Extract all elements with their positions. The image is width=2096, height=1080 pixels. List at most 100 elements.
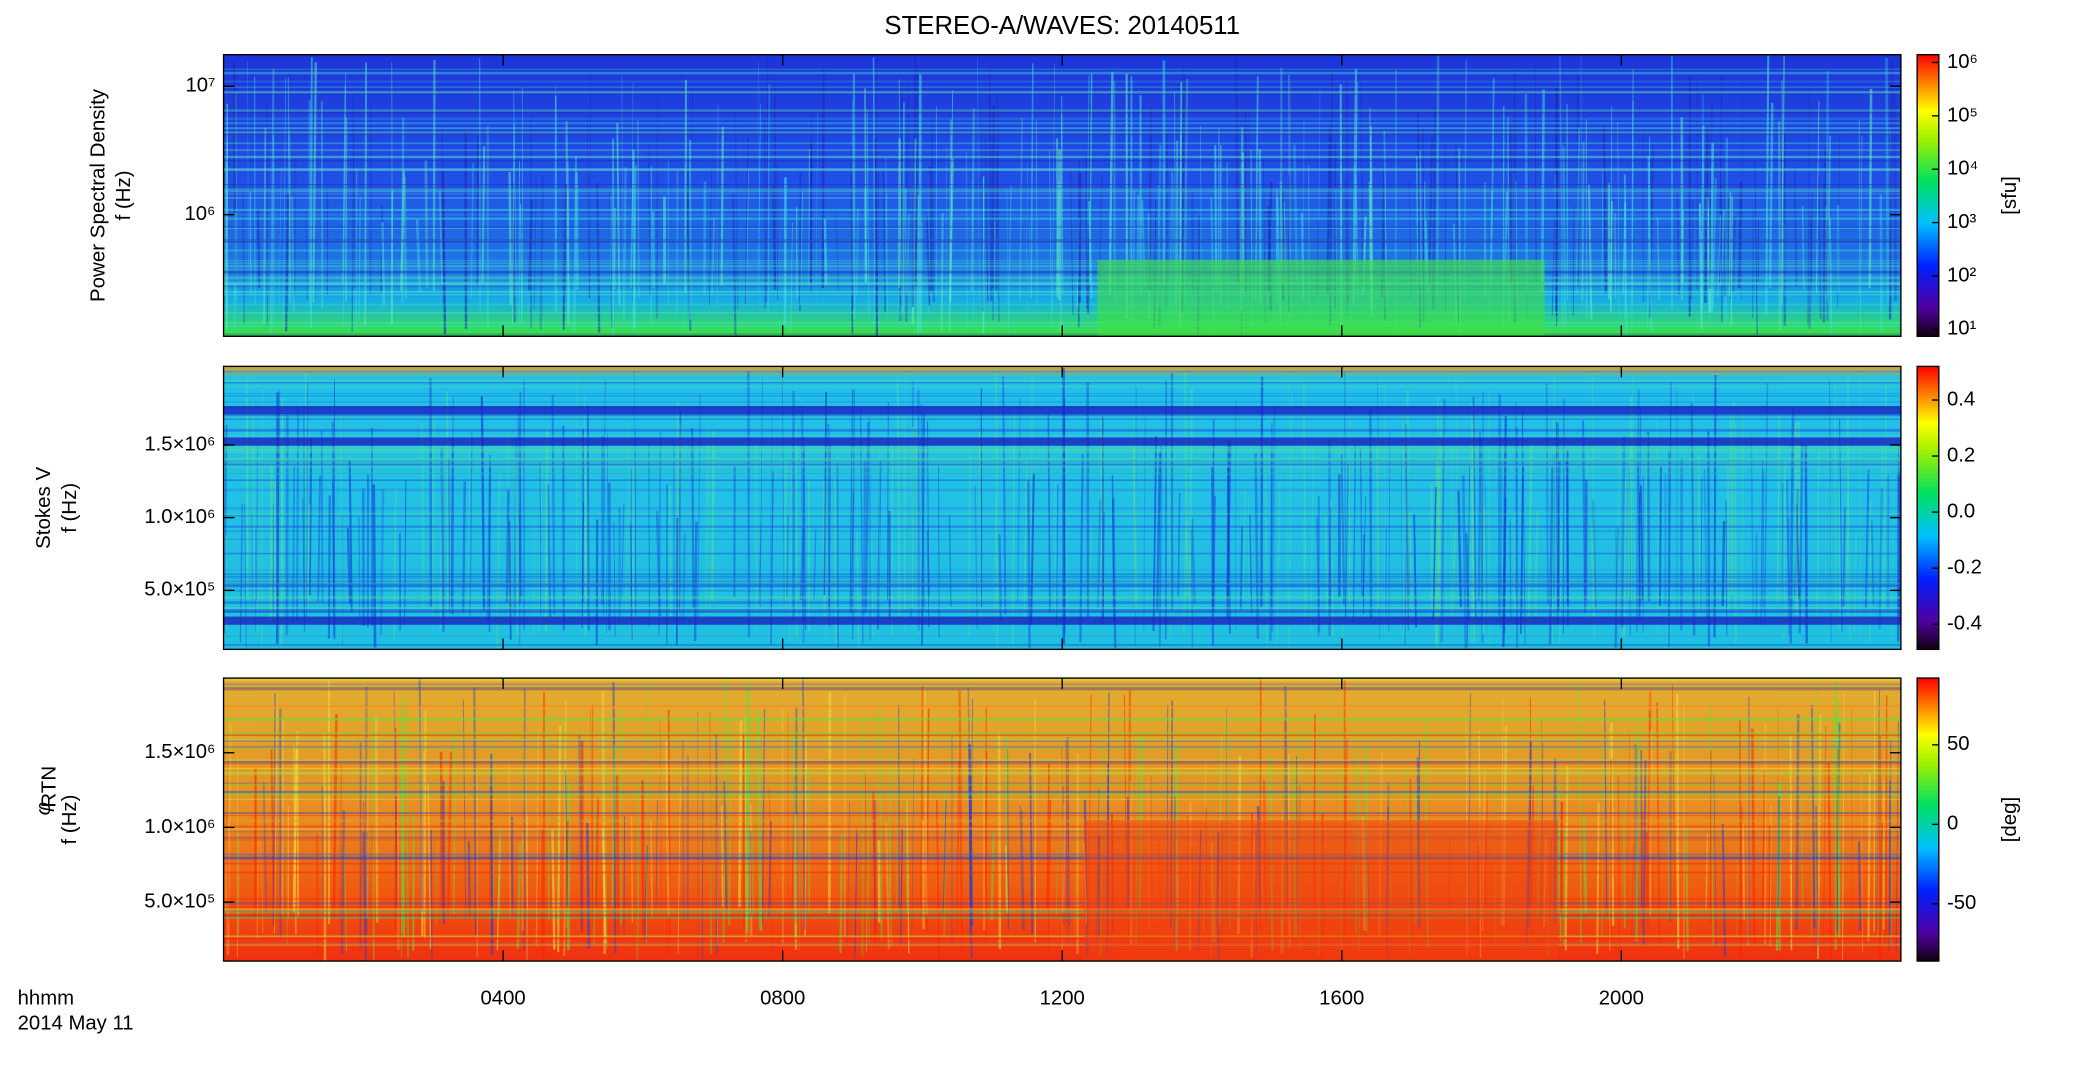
- spectrogram-texture: [1211, 495, 1217, 611]
- spectrogram-texture: [1737, 181, 1743, 289]
- spectrogram-texture: [747, 678, 751, 935]
- spectrogram-texture: [1558, 825, 1562, 942]
- spectrogram-texture: [995, 368, 999, 649]
- spectrogram-texture: [535, 730, 540, 947]
- spectrogram-texture: [1815, 806, 1819, 947]
- spectrogram-texture: [896, 378, 901, 617]
- y-tick-label: 10⁷: [185, 75, 215, 97]
- spectrogram-texture: [1649, 729, 1653, 916]
- spectrogram-texture: [1562, 145, 1567, 330]
- spectrogram-texture: [770, 471, 774, 645]
- spectrogram-texture: [1435, 465, 1441, 647]
- spectrogram-texture: [1640, 749, 1643, 911]
- spectrogram-texture: [593, 804, 596, 945]
- spectrogram-texture: [632, 149, 636, 329]
- spectrogram-texture: [631, 465, 635, 641]
- spectrogram-texture: [898, 160, 904, 321]
- spectrogram-texture: [583, 394, 588, 599]
- spectrogram-texture: [711, 430, 715, 602]
- spectrogram-texture: [1555, 422, 1560, 611]
- spectrogram-texture: [563, 819, 569, 910]
- spectrogram-texture: [1853, 531, 1858, 630]
- spectrogram-texture: [1685, 827, 1689, 952]
- spectrogram-texture: [1604, 700, 1608, 916]
- spectrogram-texture: [708, 785, 713, 955]
- chart-title: STEREO-A/WAVES: 20140511: [884, 12, 1240, 40]
- spectrogram-texture: [363, 801, 366, 961]
- spectrogram-texture: [923, 687, 928, 916]
- spectrogram-texture: [911, 758, 915, 932]
- spectrogram-texture: [435, 760, 440, 926]
- spectrogram-texture: [1503, 497, 1507, 634]
- colorbar-label: [deg]: [1999, 797, 2021, 843]
- spectrogram-texture: [938, 465, 940, 638]
- spectrogram-texture: [1302, 381, 1307, 618]
- spectrogram-texture: [1656, 217, 1660, 301]
- spectrogram-texture: [804, 736, 807, 936]
- spectrogram-texture: [1864, 470, 1870, 609]
- spectrogram-texture: [1079, 453, 1084, 643]
- spectrogram-texture: [333, 379, 336, 607]
- spectrogram-texture: [1096, 499, 1102, 608]
- x-tick-label: 1600: [1319, 988, 1364, 1010]
- spectrogram-texture: [750, 721, 755, 917]
- spectrogram-texture: [802, 448, 806, 643]
- spectrogram-texture: [1111, 475, 1115, 622]
- spectrogram-texture: [855, 208, 859, 296]
- spectrogram-texture: [320, 430, 324, 603]
- spectrogram-texture: [967, 449, 972, 637]
- spectrogram-texture: [1628, 395, 1632, 597]
- spectrogram-texture: [768, 789, 773, 951]
- spectrogram-texture: [1642, 129, 1645, 302]
- spectrogram-texture: [1051, 64, 1056, 313]
- colorbar-tick-label: -0.2: [1947, 556, 1982, 578]
- spectrogram-texture: [1056, 484, 1059, 627]
- spectrogram-texture: [955, 761, 961, 938]
- spectrogram-texture: [1582, 813, 1588, 914]
- spectrogram-texture: [567, 781, 571, 951]
- spectrogram-texture: [813, 529, 817, 600]
- spectrogram-texture: [589, 76, 591, 299]
- colorbar-label: [sfu]: [1999, 176, 2021, 215]
- spectrogram-texture: [1883, 385, 1887, 613]
- spectrogram-texture: [850, 147, 855, 310]
- spectrogram-texture: [888, 815, 893, 947]
- spectrogram-texture: [1428, 137, 1434, 284]
- spectrogram-texture: [1728, 192, 1732, 297]
- spectrogram-texture: [854, 827, 858, 953]
- spectrogram-texture: [1602, 126, 1608, 294]
- y-axis-label-subscript: RTN: [39, 766, 61, 808]
- spectrogram-texture: [1690, 200, 1694, 300]
- spectrogram-texture: [1101, 416, 1105, 619]
- spectrogram-texture: [1867, 772, 1871, 941]
- spectrogram-texture: [691, 427, 695, 609]
- spectrogram-texture: [312, 62, 317, 302]
- spectrogram-texture: [994, 146, 999, 291]
- spectrogram-texture: [1451, 529, 1457, 616]
- spectrogram-texture: [905, 83, 910, 322]
- spectrogram: [223, 678, 1901, 962]
- spectrogram-texture: [898, 704, 900, 910]
- spectrogram-texture: [1620, 436, 1626, 628]
- spectrogram-texture: [1659, 466, 1662, 606]
- spectrogram-texture: [404, 692, 410, 958]
- spectrogram-texture: [757, 103, 762, 292]
- spectrogram-texture: [1065, 739, 1069, 942]
- spectrogram-texture: [723, 781, 728, 911]
- spectrogram-texture: [1795, 714, 1800, 930]
- spectrogram-texture: [1631, 69, 1634, 303]
- spectrogram-texture: [1405, 445, 1410, 631]
- spectrogram-texture: [716, 825, 719, 946]
- spectrogram-texture: [603, 718, 608, 949]
- spectrogram-texture: [338, 765, 343, 932]
- spectrogram-texture: [1626, 730, 1630, 929]
- spectrogram-texture: [1509, 521, 1512, 622]
- spectrogram-texture: [270, 749, 275, 927]
- y-tick-label: 1.0×10⁶: [144, 506, 215, 528]
- spectrogram-texture: [704, 427, 710, 614]
- spectrogram-texture: [1674, 754, 1678, 930]
- spectrogram-texture: [538, 765, 540, 911]
- spectrogram-texture: [1076, 218, 1080, 309]
- spectrogram-texture: [1704, 126, 1709, 303]
- spectrogram-texture: [904, 371, 907, 634]
